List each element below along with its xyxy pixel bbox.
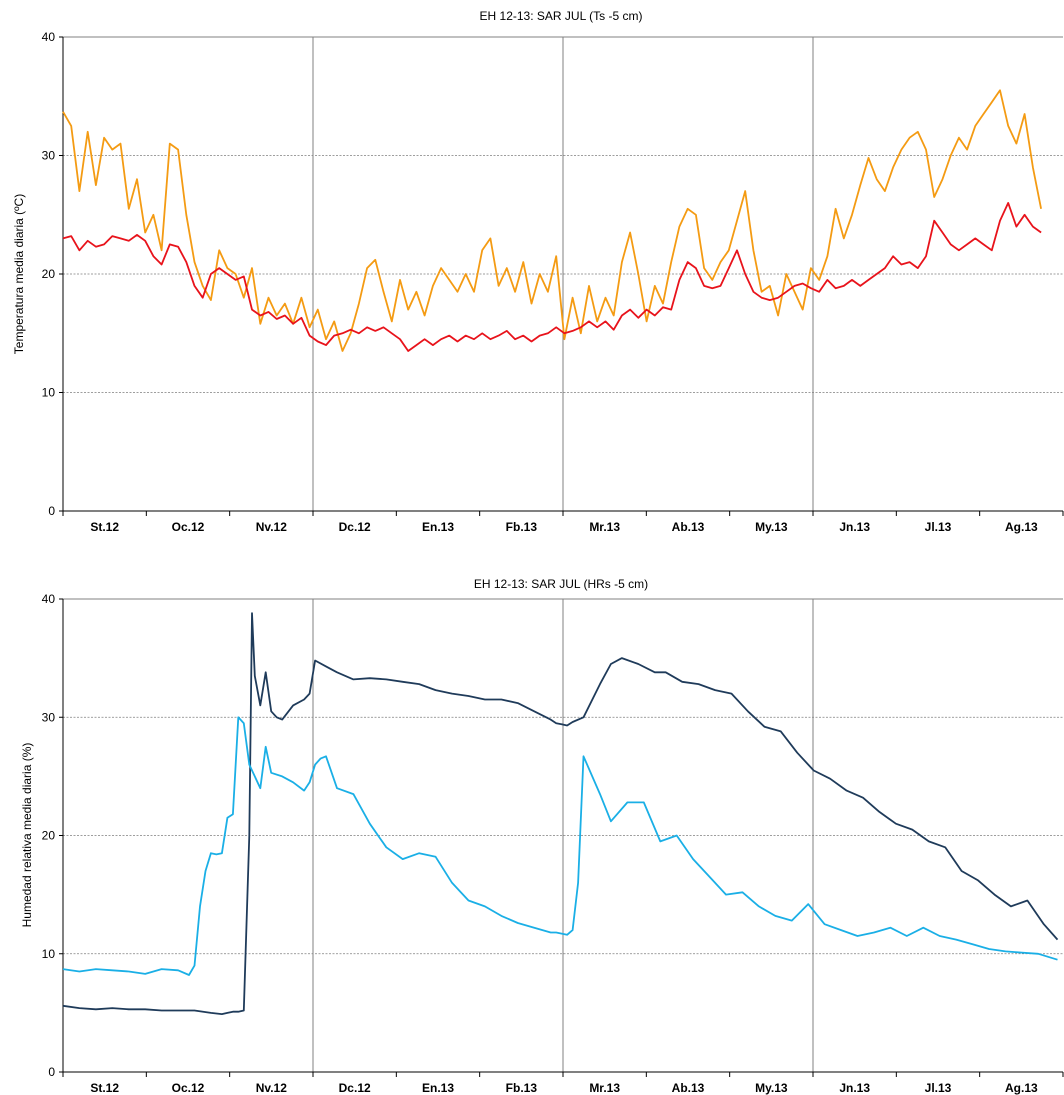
x-tick-label: My.13 <box>755 1081 788 1095</box>
x-tick-label: Ab.13 <box>672 520 705 534</box>
x-tick-label: St.12 <box>90 1081 119 1095</box>
x-tick-label: Mr.13 <box>589 1081 620 1095</box>
y-axis-label: Humedad relativa media diaria (%) <box>20 743 34 928</box>
x-tick-label: St.12 <box>90 520 119 534</box>
plot-area: 0 10 20 30 40 St.12 Oc.12 Nv.12 Dc.12 En.13 Fb.13 M… <box>42 592 1064 1095</box>
x-tick-label: Nv.12 <box>256 520 287 534</box>
temperature-chart: EH 12-13: SAR JUL (Ts -5 cm) Temperatura… <box>12 9 1064 534</box>
y-tick-label: 10 <box>42 947 56 961</box>
y-tick-label: 40 <box>42 592 56 606</box>
humidity-chart: EH 12-13: SAR JUL (HRs -5 cm) Humedad re… <box>20 577 1064 1095</box>
y-tick-label: 0 <box>48 504 55 518</box>
series-line-2 <box>62 716 1058 976</box>
y-tick-label: 10 <box>42 386 56 400</box>
chart-title: EH 12-13: SAR JUL (HRs -5 cm) <box>474 577 648 591</box>
y-tick-label: 20 <box>42 829 56 843</box>
x-tick-label: Fb.13 <box>506 520 538 534</box>
x-tick-label: Fb.13 <box>506 1081 538 1095</box>
x-tick-label: Mr.13 <box>589 520 620 534</box>
y-tick-label: 30 <box>42 710 56 724</box>
y-tick-label: 0 <box>48 1065 55 1079</box>
x-tick-label: Ag.13 <box>1005 520 1038 534</box>
x-tick-label: Jl.13 <box>925 520 952 534</box>
series-line-1 <box>62 89 1042 352</box>
x-tick-label: Dc.12 <box>339 1081 371 1095</box>
x-tick-label: En.13 <box>422 1081 454 1095</box>
y-axis-label: Temperatura media diaria (ºC) <box>12 194 26 354</box>
x-tick-label: En.13 <box>422 520 454 534</box>
x-tick-label: Jn.13 <box>839 1081 870 1095</box>
y-tick-label: 40 <box>42 30 56 44</box>
x-tick-label: My.13 <box>755 520 788 534</box>
chart-title: EH 12-13: SAR JUL (Ts -5 cm) <box>480 9 643 23</box>
y-tick-label: 20 <box>42 267 56 281</box>
x-tick-label: Nv.12 <box>256 1081 287 1095</box>
series-line-2 <box>62 202 1042 352</box>
plot-area: 0 10 20 30 40 St.12 Oc.12 Nv.12 Dc.12 En.13 Fb.13 M… <box>42 30 1064 534</box>
x-tick-label: Dc.12 <box>339 520 371 534</box>
x-tick-label: Ab.13 <box>672 1081 705 1095</box>
x-tick-label: Jl.13 <box>925 1081 952 1095</box>
x-tick-label: Jn.13 <box>839 520 870 534</box>
series-line-1 <box>62 612 1059 1015</box>
x-tick-label: Oc.12 <box>172 520 205 534</box>
y-tick-label: 30 <box>42 149 56 163</box>
x-tick-label: Oc.12 <box>172 1081 205 1095</box>
x-tick-label: Ag.13 <box>1005 1081 1038 1095</box>
